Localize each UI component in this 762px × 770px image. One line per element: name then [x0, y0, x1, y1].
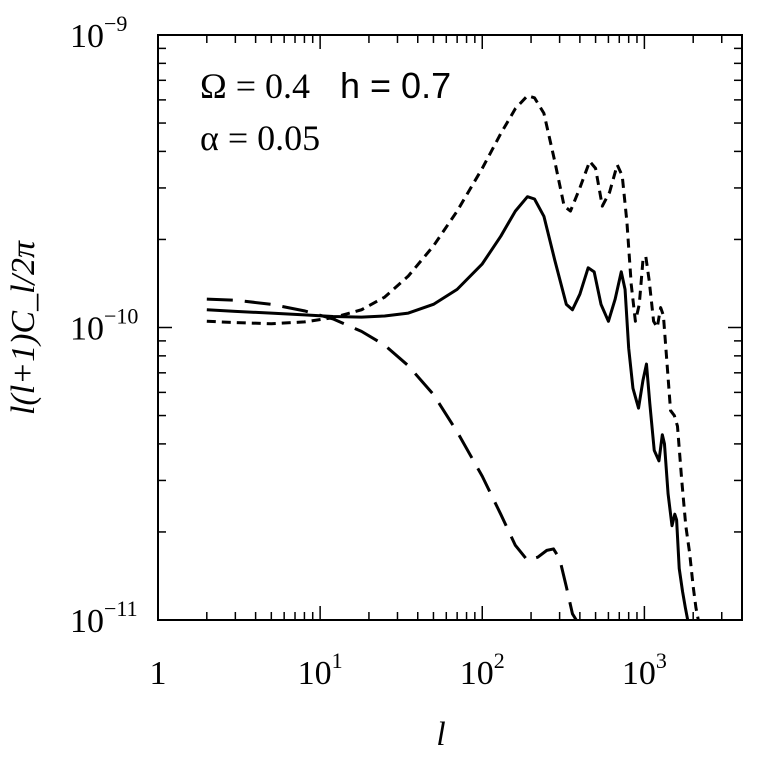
annotations: Ω = 0.4 h = 0.7 α = 0.05: [200, 65, 451, 158]
x-tick-label: 102: [460, 648, 505, 692]
curves: [206, 94, 700, 621]
curve-dashed: [206, 94, 700, 621]
curve-long-dashed: [206, 297, 578, 621]
y-tick-label: 10−10: [70, 304, 138, 348]
x-tick-label: 101: [298, 648, 343, 692]
y-axis-label: l(l+1)C_l/2π: [5, 240, 42, 415]
y-tick-label: 10−9: [70, 11, 127, 55]
x-tick-label: 103: [622, 648, 667, 692]
x-axis-label: l: [436, 716, 445, 753]
y-tick-label: 10−11: [70, 596, 138, 640]
tick-labels: 1 101 102 103 10−11 10−10 10−9: [70, 11, 667, 692]
annotation-alpha: α = 0.05: [200, 118, 320, 158]
annotation-h: h = 0.7: [340, 65, 451, 106]
annotation-omega: Ω = 0.4: [200, 66, 310, 106]
x-tick-label: 1: [150, 655, 167, 692]
curve-solid: [206, 195, 690, 621]
axis-ticks: [157, 34, 743, 621]
